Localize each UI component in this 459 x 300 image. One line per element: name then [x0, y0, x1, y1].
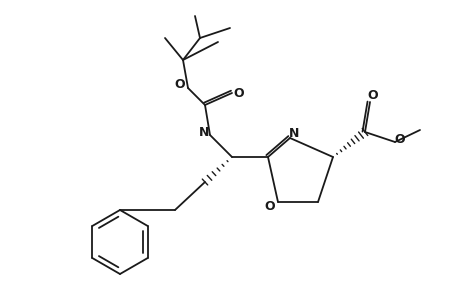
Text: O: O [264, 200, 275, 214]
Text: O: O [367, 88, 377, 101]
Text: N: N [288, 127, 298, 140]
Text: N: N [198, 125, 209, 139]
Text: O: O [233, 86, 244, 100]
Text: O: O [394, 133, 404, 146]
Text: O: O [174, 77, 185, 91]
